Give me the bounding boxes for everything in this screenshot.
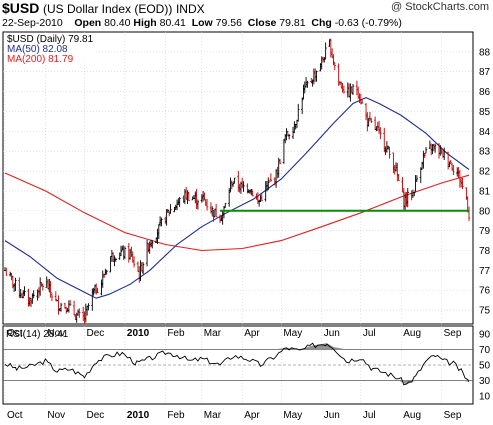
price-y-tick-label: 77 <box>479 266 491 277</box>
price-panel-frame <box>2 31 474 325</box>
price-y-tick-label: 78 <box>479 246 491 257</box>
rsi-series <box>4 342 470 386</box>
legend-ma50: MA(50) 82.08 <box>7 44 68 55</box>
rsi-x-tick-label: Sep <box>444 410 462 421</box>
ma200-series <box>4 172 470 252</box>
ma200-line <box>4 172 470 252</box>
price-y-tick-label: 84 <box>479 127 491 138</box>
rsi-line <box>4 342 470 386</box>
price-y-tick-label: 85 <box>479 107 491 118</box>
price-y-tick-label: 75 <box>479 306 491 317</box>
price-y-tick-label: 76 <box>479 286 491 297</box>
legend-ma200: MA(200) 81.79 <box>7 54 74 65</box>
rsi-y-tick-label: 50 <box>479 361 491 372</box>
price-x-tick-label: Feb <box>167 328 185 339</box>
rsi-x-tick-label: Jul <box>363 410 376 421</box>
rsi-y-axis: 10 30 50 70 90 <box>479 329 491 402</box>
price-bars-series <box>3 38 471 324</box>
price-y-tick-label: 82 <box>479 167 491 178</box>
rsi-x-tick-label: Oct <box>7 410 23 421</box>
ohlc-summary: 22-Sep-2010 Open 80.40 High 80.41 Low 79… <box>2 17 402 29</box>
rsi-x-tick-label: 2010 <box>127 410 150 421</box>
low-value: 79.56 <box>215 17 242 29</box>
rsi-y-tick-label: 30 <box>479 376 491 387</box>
price-x-tick-label: Jul <box>363 328 376 339</box>
rsi-y-tick-label: 10 <box>479 392 491 403</box>
price-y-tick-label: 79 <box>479 226 491 237</box>
rsi-x-tick-label: Dec <box>87 410 105 421</box>
price-x-tick-label: Aug <box>403 328 421 339</box>
rsi-x-axis: Oct Nov Dec 2010 Feb Mar Apr May Jun Jul Aug Sep <box>7 410 462 421</box>
price-x-tick-label: Mar <box>204 328 222 339</box>
price-legend: $USD (Daily) 79.81 MA(50) 82.08 MA(200) … <box>4 33 94 65</box>
rsi-x-tick-label: Apr <box>244 410 260 421</box>
price-y-axis: 75 76 77 78 79 80 81 82 83 84 85 86 87 88 <box>479 47 491 316</box>
high-value: 80.41 <box>159 17 186 29</box>
rsi-oversold-fill <box>398 380 469 385</box>
ma50-series <box>4 96 470 299</box>
change-value: -0.63 (-0.79%) <box>334 17 402 29</box>
rsi-x-tick-label: Feb <box>167 410 185 421</box>
open-label: Open <box>74 17 102 29</box>
rsi-y-tick-label: 70 <box>479 345 491 356</box>
ma50-line <box>4 96 470 299</box>
low-label: Low <box>191 17 213 29</box>
price-x-tick-label: Nov <box>47 328 65 339</box>
rsi-y-tick-label: 90 <box>479 329 491 340</box>
price-x-tick-label: Jun <box>324 328 340 339</box>
price-panel: 75 76 77 78 79 80 81 82 83 84 85 86 87 88 Oct Nov Dec 20… <box>2 31 491 339</box>
high-label: High <box>133 17 157 29</box>
close-value: 79.81 <box>279 17 306 29</box>
date-label: 22-Sep-2010 <box>2 17 63 29</box>
price-x-tick-label: Sep <box>444 328 462 339</box>
rsi-x-tick-label: Aug <box>403 410 421 421</box>
rsi-x-tick-label: Jun <box>324 410 340 421</box>
rsi-grid <box>3 326 473 404</box>
close-label: Close <box>247 17 277 29</box>
rsi-x-tick-label: May <box>283 410 302 421</box>
legend-rsi: RSI(14) 28.41 <box>6 329 69 340</box>
price-x-axis: Oct Nov Dec 2010 Feb Mar Apr May Jun Jul Aug Sep <box>7 328 462 339</box>
price-y-tick-label: 81 <box>479 186 491 197</box>
price-x-tick-label: May <box>283 328 302 339</box>
index-name-label: (US Dollar Index (EOD)) <box>42 2 173 16</box>
symbol-label: $USD <box>2 0 40 16</box>
price-x-tick-label: Apr <box>244 328 260 339</box>
rsi-x-tick-label: Nov <box>47 410 65 421</box>
price-x-tick-label: Oct <box>7 328 23 339</box>
legend-background <box>4 33 94 63</box>
price-y-tick-label: 88 <box>479 47 491 58</box>
exchange-label: INDX <box>175 2 205 16</box>
chart-symbol-title: $USD (US Dollar Index (EOD)) INDX <box>2 0 205 16</box>
legend-price: $USD (Daily) 79.81 <box>7 34 94 45</box>
price-y-tick-label: 87 <box>479 67 491 78</box>
price-y-tick-label: 86 <box>479 87 491 98</box>
price-y-tick-label: 80 <box>479 206 491 217</box>
price-y-tick-label: 83 <box>479 147 491 158</box>
price-x-tick-label: 2010 <box>127 328 150 339</box>
rsi-panel: 10 30 50 70 90 Oct Nov Dec 2010 Feb Mar Apr May Jun J… <box>2 325 491 421</box>
change-label: Chg <box>311 17 332 29</box>
price-x-tick-label: Dec <box>87 328 105 339</box>
open-value: 80.40 <box>104 17 131 29</box>
watermark-label: @ StockCharts.com <box>391 1 489 13</box>
rsi-x-tick-label: Mar <box>204 410 222 421</box>
rsi-overbought-fill <box>273 343 347 350</box>
